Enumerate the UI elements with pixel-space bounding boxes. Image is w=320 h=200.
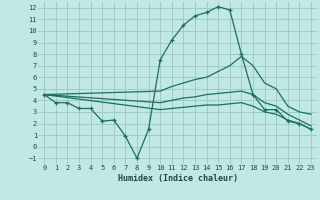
X-axis label: Humidex (Indice chaleur): Humidex (Indice chaleur) bbox=[118, 174, 238, 183]
